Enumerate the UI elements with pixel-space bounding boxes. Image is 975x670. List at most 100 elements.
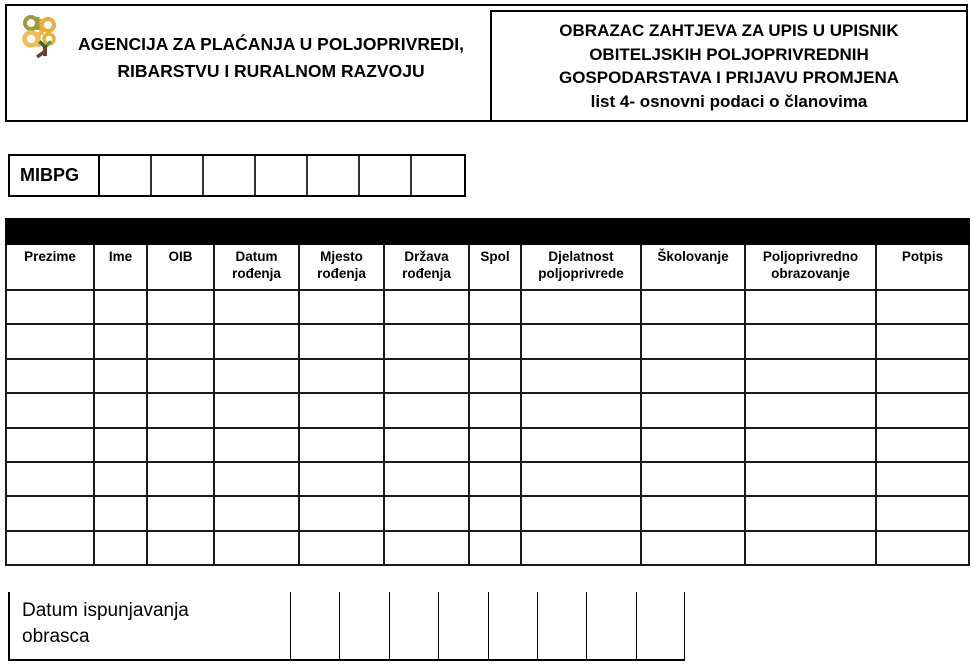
cell-djelatnost-poljoprivrede-row-3[interactable] [520, 357, 642, 395]
cell-mjesto-rodenja-row-4[interactable] [298, 392, 385, 429]
date-digit-cell-5[interactable] [487, 592, 537, 659]
cell-oib-row-2[interactable] [146, 323, 215, 360]
cell-djelatnost-poljoprivrede-row-6[interactable] [520, 460, 642, 498]
mibpg-digit-cell-5[interactable] [308, 156, 360, 195]
cell-skolovanje-row-4[interactable] [640, 392, 746, 429]
cell-mjesto-rodenja-row-2[interactable] [298, 323, 385, 360]
cell-poljoprivredno-obrazovanje-row-4[interactable] [744, 392, 877, 429]
cell-datum-rodenja-row-6[interactable] [213, 460, 300, 498]
cell-prezime-row-2[interactable] [5, 323, 95, 360]
cell-poljoprivredno-obrazovanje-row-6[interactable] [744, 460, 877, 498]
date-digit-cell-2[interactable] [339, 592, 389, 659]
mibpg-digit-cell-6[interactable] [360, 156, 412, 195]
cell-spol-row-7[interactable] [468, 495, 522, 532]
cell-ime-row-3[interactable] [93, 357, 148, 395]
cell-skolovanje-row-2[interactable] [640, 323, 746, 360]
cell-mjesto-rodenja-row-8[interactable] [298, 529, 385, 567]
cell-ime-row-7[interactable] [93, 495, 148, 532]
cell-spol-row-8[interactable] [468, 529, 522, 567]
cell-poljoprivredno-obrazovanje-row-1[interactable] [744, 288, 877, 326]
cell-drzava-rodenja-row-7[interactable] [383, 495, 470, 532]
cell-ime-row-5[interactable] [93, 426, 148, 463]
cell-oib-row-1[interactable] [146, 288, 215, 326]
cell-prezime-row-5[interactable] [5, 426, 95, 463]
cell-prezime-row-8[interactable] [5, 529, 95, 567]
date-digit-cell-3[interactable] [388, 592, 439, 659]
cell-spol-row-4[interactable] [468, 392, 522, 429]
date-digit-cell-4[interactable] [438, 592, 488, 659]
mibpg-digit-cell-4[interactable] [256, 156, 308, 195]
cell-datum-rodenja-row-4[interactable] [213, 392, 300, 429]
mibpg-digit-cell-3[interactable] [204, 156, 256, 195]
mibpg-digit-cell-7[interactable] [412, 156, 464, 195]
cell-potpis-row-1[interactable] [874, 288, 971, 326]
cell-datum-rodenja-row-1[interactable] [213, 288, 300, 326]
cell-potpis-row-7[interactable] [874, 495, 971, 532]
cell-prezime-row-3[interactable] [5, 357, 95, 395]
cell-drzava-rodenja-row-6[interactable] [383, 460, 470, 498]
cell-spol-row-5[interactable] [468, 426, 522, 463]
cell-skolovanje-row-8[interactable] [640, 529, 746, 567]
cell-poljoprivredno-obrazovanje-row-7[interactable] [744, 495, 877, 532]
cell-datum-rodenja-row-5[interactable] [213, 426, 300, 463]
cell-spol-row-2[interactable] [468, 323, 522, 360]
cell-spol-row-3[interactable] [468, 357, 522, 395]
cell-skolovanje-row-7[interactable] [640, 495, 746, 532]
cell-prezime-row-1[interactable] [5, 288, 95, 326]
cell-potpis-row-4[interactable] [874, 392, 971, 429]
cell-poljoprivredno-obrazovanje-row-3[interactable] [744, 357, 877, 395]
cell-datum-rodenja-row-8[interactable] [213, 529, 300, 567]
mibpg-digit-cell-2[interactable] [152, 156, 204, 195]
cell-djelatnost-poljoprivrede-row-4[interactable] [520, 392, 642, 429]
cell-datum-rodenja-row-3[interactable] [213, 357, 300, 395]
cell-oib-row-5[interactable] [146, 426, 215, 463]
date-digit-cell-1[interactable] [290, 592, 340, 659]
cell-datum-rodenja-row-7[interactable] [213, 495, 300, 532]
cell-mjesto-rodenja-row-7[interactable] [298, 495, 385, 532]
mibpg-digit-cell-1[interactable] [100, 156, 152, 195]
cell-ime-row-6[interactable] [93, 460, 148, 498]
cell-potpis-row-3[interactable] [874, 357, 971, 395]
cell-potpis-row-5[interactable] [874, 426, 971, 463]
cell-djelatnost-poljoprivrede-row-5[interactable] [520, 426, 642, 463]
cell-poljoprivredno-obrazovanje-row-5[interactable] [744, 426, 877, 463]
cell-mjesto-rodenja-row-6[interactable] [298, 460, 385, 498]
cell-drzava-rodenja-row-4[interactable] [383, 392, 470, 429]
date-digit-cell-6[interactable] [536, 592, 587, 659]
cell-skolovanje-row-5[interactable] [640, 426, 746, 463]
cell-oib-row-7[interactable] [146, 495, 215, 532]
cell-djelatnost-poljoprivrede-row-1[interactable] [520, 288, 642, 326]
cell-oib-row-6[interactable] [146, 460, 215, 498]
cell-mjesto-rodenja-row-1[interactable] [298, 288, 385, 326]
cell-oib-row-3[interactable] [146, 357, 215, 395]
cell-drzava-rodenja-row-8[interactable] [383, 529, 470, 567]
cell-poljoprivredno-obrazovanje-row-2[interactable] [744, 323, 877, 360]
cell-potpis-row-6[interactable] [874, 460, 971, 498]
cell-drzava-rodenja-row-2[interactable] [383, 323, 470, 360]
cell-spol-row-6[interactable] [468, 460, 522, 498]
cell-spol-row-1[interactable] [468, 288, 522, 326]
cell-ime-row-1[interactable] [93, 288, 148, 326]
cell-drzava-rodenja-row-5[interactable] [383, 426, 470, 463]
cell-djelatnost-poljoprivrede-row-7[interactable] [520, 495, 642, 532]
cell-mjesto-rodenja-row-5[interactable] [298, 426, 385, 463]
cell-skolovanje-row-3[interactable] [640, 357, 746, 395]
cell-ime-row-2[interactable] [93, 323, 148, 360]
cell-oib-row-8[interactable] [146, 529, 215, 567]
cell-prezime-row-7[interactable] [5, 495, 95, 532]
cell-datum-rodenja-row-2[interactable] [213, 323, 300, 360]
cell-djelatnost-poljoprivrede-row-8[interactable] [520, 529, 642, 567]
cell-djelatnost-poljoprivrede-row-2[interactable] [520, 323, 642, 360]
cell-potpis-row-2[interactable] [874, 323, 971, 360]
cell-drzava-rodenja-row-3[interactable] [383, 357, 470, 395]
cell-ime-row-4[interactable] [93, 392, 148, 429]
cell-prezime-row-4[interactable] [5, 392, 95, 429]
cell-drzava-rodenja-row-1[interactable] [383, 288, 470, 326]
cell-prezime-row-6[interactable] [5, 460, 95, 498]
date-digit-cell-8[interactable] [635, 592, 686, 659]
cell-mjesto-rodenja-row-3[interactable] [298, 357, 385, 395]
cell-oib-row-4[interactable] [146, 392, 215, 429]
date-digit-cell-7[interactable] [586, 592, 636, 659]
cell-skolovanje-row-1[interactable] [640, 288, 746, 326]
cell-skolovanje-row-6[interactable] [640, 460, 746, 498]
